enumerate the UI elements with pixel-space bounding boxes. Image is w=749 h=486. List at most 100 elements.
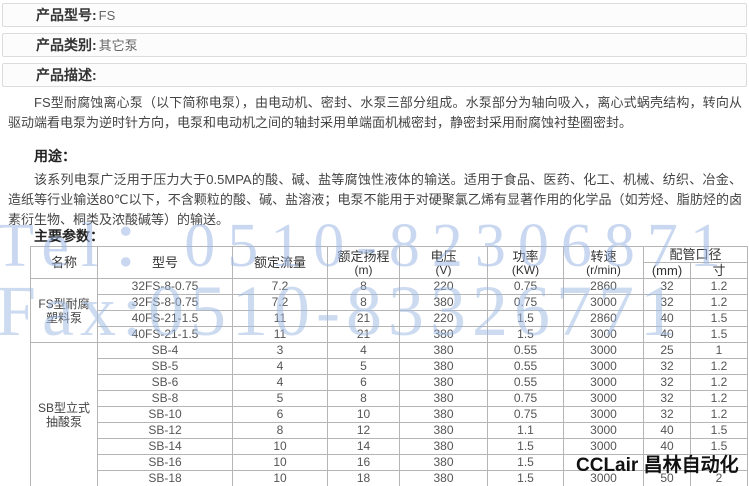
table-cell: 0.75	[487, 390, 564, 407]
table-cell: SB-14	[97, 438, 233, 455]
table-cell: 3	[232, 342, 328, 359]
table-cell: 21	[327, 326, 400, 343]
table-cell: 40	[643, 326, 691, 343]
table-cell: 7.2	[232, 294, 328, 311]
table-cell: 380	[399, 326, 488, 343]
table-cell: 1.1	[487, 422, 564, 439]
table-cell: SB-5	[97, 358, 233, 375]
table-cell: SB-4	[97, 342, 233, 359]
table-cell: 6	[232, 406, 328, 423]
product-model-label: 产品型号:	[36, 7, 97, 23]
table-cell: 32	[643, 278, 691, 295]
table-cell: 1.5	[689, 326, 749, 343]
table-cell: 10	[327, 406, 400, 423]
table-cell: 8	[232, 422, 328, 439]
table-cell: 1	[689, 342, 749, 359]
table-cell: 40	[643, 310, 691, 327]
table-cell: 3000	[563, 406, 644, 423]
table-cell: 380	[399, 470, 488, 486]
table-cell: 4	[327, 342, 400, 359]
table-cell: 50	[643, 470, 691, 486]
table-cell: SB-8	[97, 390, 233, 407]
table-cell: 1.5	[487, 470, 564, 486]
product-model-value: FS	[98, 8, 116, 23]
col-header-pipe: 配管口径	[642, 246, 749, 263]
table-cell: 1.2	[689, 406, 749, 423]
table-cell: 1.5	[487, 310, 564, 327]
table-row: 32FS-8-0.75 7.2 8 380 0.75 3000 32 1.2	[31, 294, 749, 311]
col-header-pipe-mm: (mm)	[643, 262, 691, 279]
table-cell: 32FS-8-0.75	[97, 294, 233, 311]
table-row: SB-6 4 6 380 0.55 3000 32 1.2	[31, 374, 749, 391]
col-header-speed-title: 转速	[590, 248, 617, 264]
table-row: 40FS-21-1.5 11 21 220 1.5 2860 40 1.5	[31, 310, 749, 327]
table-cell: 21	[327, 310, 400, 327]
table-cell: 16	[327, 454, 400, 471]
parameters-table: 名称 型号 额定流量 额定扬程 (m) 电压 (V) 功率 (KW) 转速 (r…	[30, 246, 749, 486]
table-cell: 3000	[563, 342, 644, 359]
table-cell: 380	[399, 374, 488, 391]
table-cell: 1.2	[689, 358, 749, 375]
product-category-label: 产品类别:	[36, 37, 97, 53]
table-cell: 12	[327, 422, 400, 439]
table-cell: SB-18	[97, 470, 233, 486]
product-description-bar: 产品描述:	[2, 63, 747, 87]
pump-group-name: FS型耐腐塑料泵	[30, 278, 98, 343]
table-cell: 4	[232, 358, 328, 375]
table-row: SB-10 6 10 380 0.75 3000 32 1.2	[31, 406, 749, 423]
table-cell: 32	[643, 374, 691, 391]
table-cell: 7.2	[232, 278, 328, 295]
pump-group-name: SB型立式抽酸泵	[30, 342, 98, 486]
col-header-head: 额定扬程 (m)	[327, 246, 400, 279]
table-cell: 0.55	[487, 358, 564, 375]
col-header-voltage-title: 电压	[430, 248, 457, 264]
table-cell: 25	[643, 342, 691, 359]
table-cell: 3000	[563, 326, 644, 343]
table-cell: 11	[232, 310, 328, 327]
col-header-voltage: 电压 (V)	[399, 246, 488, 279]
table-cell: 220	[399, 278, 488, 295]
table-row: 40FS-21-1.5 11 21 380 1.5 3000 40 1.5	[31, 326, 749, 343]
table-cell: 380	[399, 390, 488, 407]
table-cell: 1.5	[487, 454, 564, 471]
table-cell: 8	[327, 294, 400, 311]
table-cell: 1.2	[689, 374, 749, 391]
table-row: SB-5 4 5 380 0.55 3000 32 1.2	[31, 358, 749, 375]
table-cell: 32FS-8-0.75	[97, 278, 233, 295]
table-cell: 1.2	[689, 278, 749, 295]
col-header-model: 型号	[97, 246, 233, 279]
table-cell: SB-12	[97, 422, 233, 439]
table-cell: 2860	[563, 310, 644, 327]
col-header-head-unit: (m)	[354, 262, 373, 277]
table-cell: 1.5	[487, 438, 564, 455]
table-cell: 10	[232, 438, 328, 455]
table-row: SB-16 10 16 380 1.5	[31, 454, 749, 471]
table-cell: 380	[399, 438, 488, 455]
product-category-bar: 产品类别: 其它泵	[2, 33, 747, 57]
col-header-power-title: 功率	[512, 248, 539, 264]
table-cell: 0.75	[487, 406, 564, 423]
col-header-speed: 转速 (r/min)	[563, 246, 644, 279]
col-header-power-unit: (KW)	[511, 262, 540, 277]
table-cell: SB-16	[97, 454, 233, 471]
table-cell: 3000	[563, 390, 644, 407]
product-model-bar: 产品型号: FS	[2, 3, 747, 27]
table-cell: 3000	[563, 438, 644, 455]
table-row: SB-14 10 14 380 1.5 3000 40 1.5	[31, 438, 749, 455]
table-cell: 1.5	[689, 310, 749, 327]
table-cell: 8	[327, 390, 400, 407]
table-cell: SB-6	[97, 374, 233, 391]
table-row: SB-8 5 8 380 0.75 3000 32 1.2	[31, 390, 749, 407]
table-cell: 32	[643, 390, 691, 407]
table-cell: 4	[232, 374, 328, 391]
table-cell: 2	[689, 470, 749, 486]
table-cell: 32	[643, 294, 691, 311]
table-cell: 1.2	[689, 390, 749, 407]
table-row: SB-18 10 18 380 1.5 3000 50 2	[31, 470, 749, 486]
table-cell: 1.5	[689, 422, 749, 439]
table-row: FS型耐腐塑料泵 32FS-8-0.75 7.2 8 220 0.75 2860 32 1.2	[30, 278, 749, 343]
table-cell: 380	[399, 406, 488, 423]
table-cell: 18	[327, 470, 400, 486]
table-cell: 380	[399, 358, 488, 375]
